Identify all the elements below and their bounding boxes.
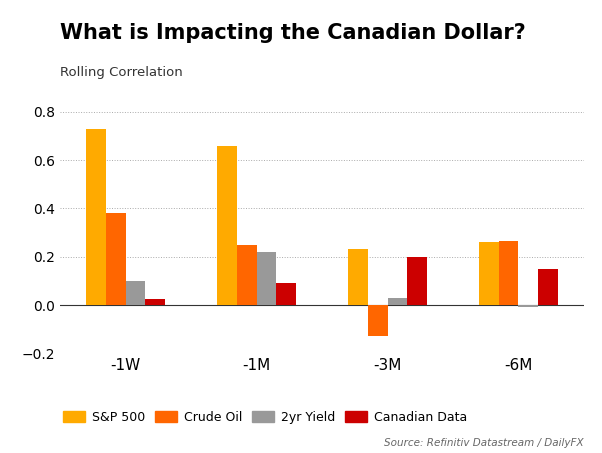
Bar <box>479 242 499 305</box>
Bar <box>145 299 165 305</box>
Bar <box>87 129 106 305</box>
Bar <box>499 241 518 305</box>
Legend: S&P 500, Crude Oil, 2yr Yield, Canadian Data: S&P 500, Crude Oil, 2yr Yield, Canadian … <box>58 405 472 429</box>
Text: Source: Refinitiv Datastream / DailyFX: Source: Refinitiv Datastream / DailyFX <box>384 439 584 448</box>
Bar <box>407 257 427 305</box>
Bar <box>126 281 145 305</box>
Bar <box>348 250 368 305</box>
Bar <box>368 305 388 337</box>
Bar <box>388 298 407 305</box>
Text: Rolling Correlation: Rolling Correlation <box>60 66 183 79</box>
Bar <box>256 252 276 305</box>
Bar <box>106 213 126 305</box>
Bar <box>518 305 538 308</box>
Text: What is Impacting the Canadian Dollar?: What is Impacting the Canadian Dollar? <box>60 23 526 43</box>
Bar <box>237 245 256 305</box>
Bar <box>276 283 296 305</box>
Bar <box>538 269 557 305</box>
Bar <box>217 145 237 305</box>
